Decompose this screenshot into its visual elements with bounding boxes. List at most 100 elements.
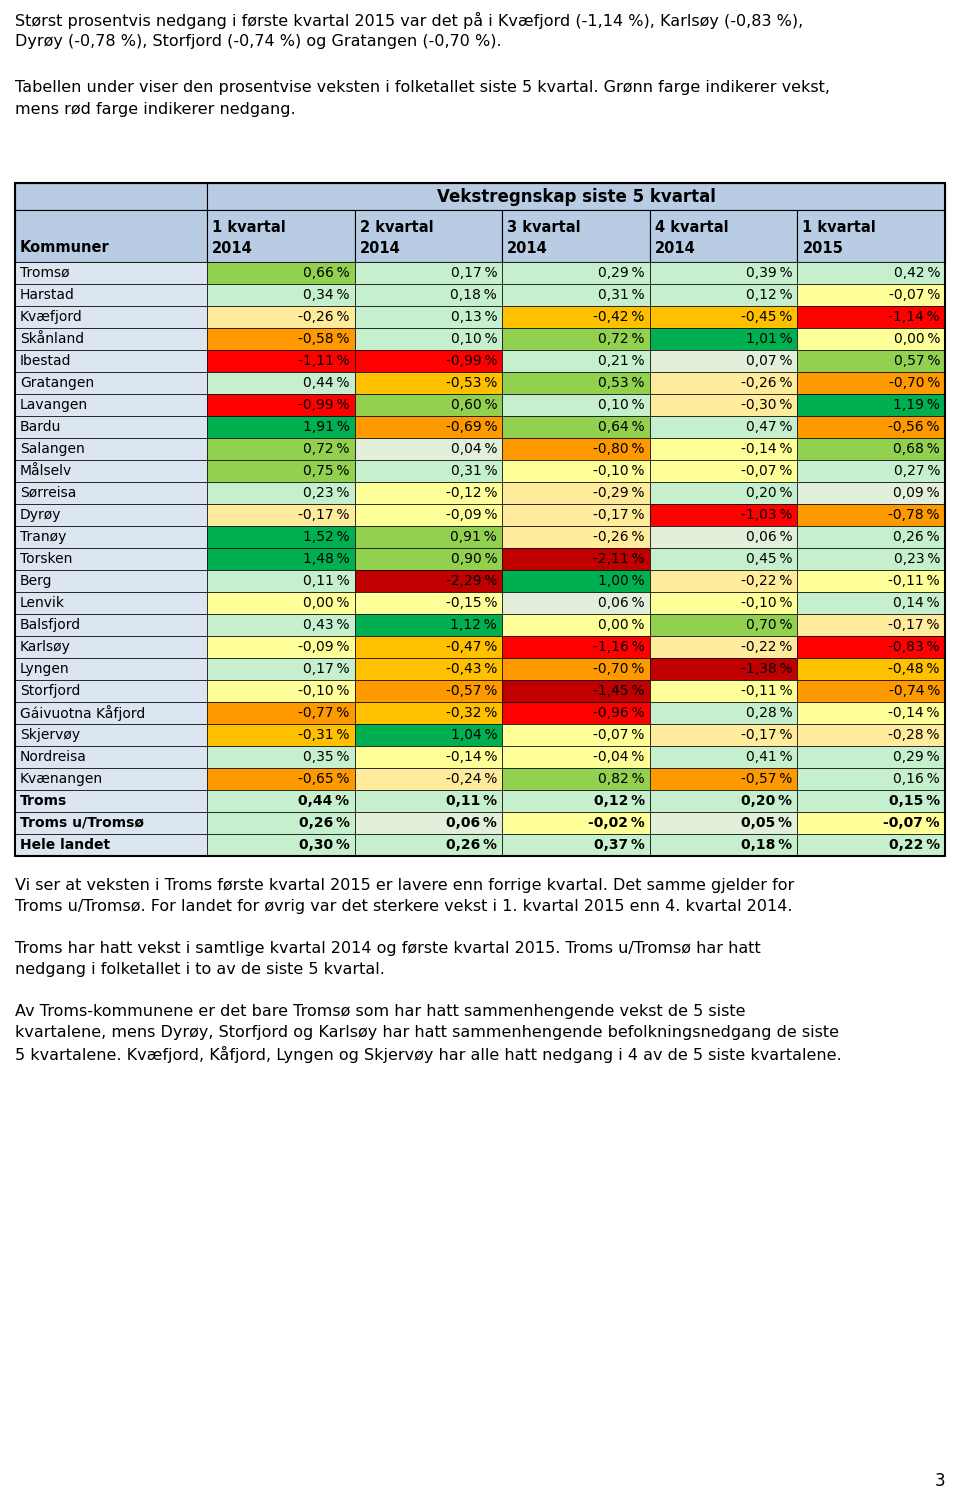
Text: -0,45 %: -0,45 %: [741, 311, 792, 324]
Bar: [207, 703, 354, 724]
Bar: [650, 790, 798, 811]
Bar: [15, 372, 207, 394]
Bar: [798, 547, 945, 570]
Text: -0,12 %: -0,12 %: [445, 486, 497, 501]
Text: 0,22 %: 0,22 %: [889, 838, 940, 852]
Bar: [207, 329, 354, 350]
Bar: [798, 636, 945, 657]
Bar: [354, 547, 502, 570]
Text: -0,31 %: -0,31 %: [299, 728, 349, 742]
Text: 0,14 %: 0,14 %: [894, 596, 940, 611]
Text: Lyngen: Lyngen: [20, 662, 70, 676]
Text: 0,29 %: 0,29 %: [894, 749, 940, 765]
Text: -0,32 %: -0,32 %: [445, 706, 497, 719]
Bar: [650, 724, 798, 746]
Bar: [502, 262, 650, 284]
Bar: [798, 350, 945, 372]
Bar: [502, 329, 650, 350]
Bar: [354, 811, 502, 834]
Bar: [650, 834, 798, 857]
Bar: [650, 284, 798, 306]
Bar: [650, 372, 798, 394]
Bar: [650, 636, 798, 657]
Text: 1,48 %: 1,48 %: [302, 552, 349, 566]
Text: Sørreisa: Sørreisa: [20, 486, 77, 501]
Bar: [798, 614, 945, 636]
Text: 0,13 %: 0,13 %: [450, 311, 497, 324]
Bar: [354, 416, 502, 437]
Bar: [650, 570, 798, 593]
Text: 0,91 %: 0,91 %: [450, 529, 497, 544]
Bar: [354, 746, 502, 768]
Bar: [798, 724, 945, 746]
Bar: [15, 570, 207, 593]
Bar: [650, 504, 798, 526]
Text: -1,11 %: -1,11 %: [298, 354, 349, 368]
Text: Tromsø: Tromsø: [20, 265, 70, 280]
Bar: [207, 483, 354, 504]
Bar: [354, 703, 502, 724]
Text: -0,42 %: -0,42 %: [593, 311, 645, 324]
Text: 0,00 %: 0,00 %: [303, 596, 349, 611]
Text: 0,10 %: 0,10 %: [598, 398, 645, 412]
Bar: [650, 811, 798, 834]
Bar: [502, 526, 650, 547]
Bar: [798, 593, 945, 614]
Text: 1,91 %: 1,91 %: [302, 421, 349, 434]
Bar: [502, 372, 650, 394]
Text: 0,31 %: 0,31 %: [450, 464, 497, 478]
Bar: [798, 790, 945, 811]
Text: Kommuner: Kommuner: [20, 240, 109, 255]
Bar: [207, 593, 354, 614]
Text: -0,17 %: -0,17 %: [889, 618, 940, 632]
Text: 3: 3: [934, 1472, 945, 1490]
Text: 5 kvartalene. Kvæfjord, Kåfjord, Lyngen og Skjervøy har alle hatt nedgang i 4 av: 5 kvartalene. Kvæfjord, Kåfjord, Lyngen …: [15, 1047, 842, 1063]
Text: -1,03 %: -1,03 %: [741, 508, 792, 522]
Text: 0,26 %: 0,26 %: [894, 529, 940, 544]
Text: -0,15 %: -0,15 %: [445, 596, 497, 611]
Text: 2014: 2014: [360, 241, 400, 256]
Text: Vi ser at veksten i Troms første kvartal 2015 er lavere enn forrige kvartal. Det: Vi ser at veksten i Troms første kvartal…: [15, 878, 794, 893]
Bar: [15, 724, 207, 746]
Bar: [502, 394, 650, 416]
Text: -0,07 %: -0,07 %: [741, 464, 792, 478]
Text: -0,22 %: -0,22 %: [741, 639, 792, 654]
Bar: [502, 746, 650, 768]
Text: -0,77 %: -0,77 %: [299, 706, 349, 719]
Text: 0,26 %: 0,26 %: [446, 838, 497, 852]
Text: Målselv: Målselv: [20, 464, 72, 478]
Bar: [798, 372, 945, 394]
Text: 0,16 %: 0,16 %: [893, 772, 940, 786]
Text: 0,68 %: 0,68 %: [893, 442, 940, 455]
Bar: [207, 416, 354, 437]
Bar: [15, 350, 207, 372]
Bar: [650, 350, 798, 372]
Text: 0,27 %: 0,27 %: [894, 464, 940, 478]
Bar: [650, 768, 798, 790]
Text: 0,26 %: 0,26 %: [299, 816, 349, 829]
Bar: [354, 636, 502, 657]
Bar: [207, 394, 354, 416]
Bar: [798, 680, 945, 703]
Text: Karlsøy: Karlsøy: [20, 639, 71, 654]
Text: -0,24 %: -0,24 %: [445, 772, 497, 786]
Text: 0,70 %: 0,70 %: [746, 618, 792, 632]
Bar: [15, 746, 207, 768]
Text: 0,43 %: 0,43 %: [303, 618, 349, 632]
Text: -0,43 %: -0,43 %: [445, 662, 497, 676]
Bar: [502, 570, 650, 593]
Bar: [15, 210, 207, 262]
Bar: [502, 636, 650, 657]
Text: Troms u/Tromsø: Troms u/Tromsø: [20, 816, 144, 829]
Bar: [650, 416, 798, 437]
Text: 2015: 2015: [803, 241, 843, 256]
Bar: [15, 636, 207, 657]
Text: Bardu: Bardu: [20, 421, 61, 434]
Text: Hele landet: Hele landet: [20, 838, 110, 852]
Bar: [798, 416, 945, 437]
Bar: [15, 834, 207, 857]
Text: -0,14 %: -0,14 %: [889, 706, 940, 719]
Bar: [207, 182, 945, 210]
Text: 0,12 %: 0,12 %: [746, 288, 792, 302]
Bar: [502, 504, 650, 526]
